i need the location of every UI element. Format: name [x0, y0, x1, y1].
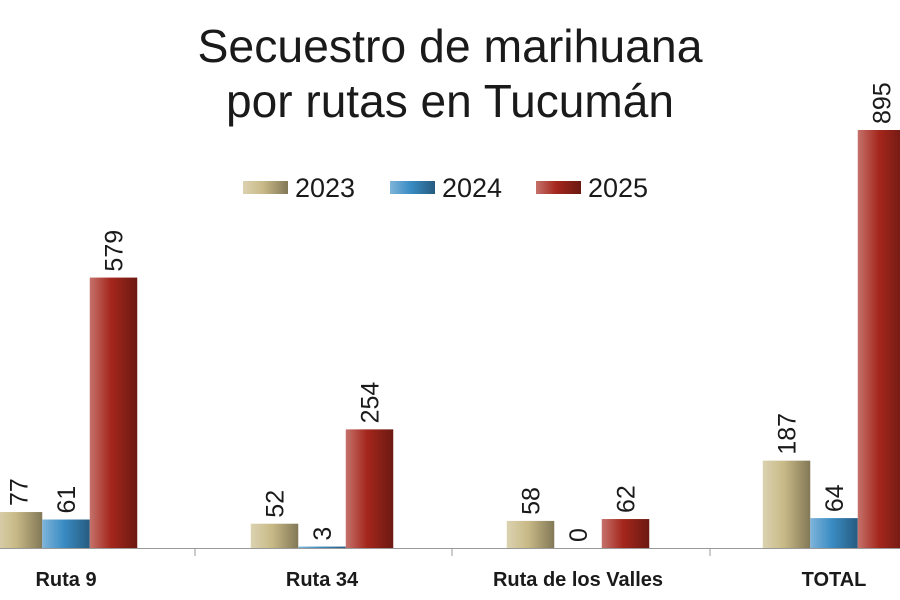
x-tick-label: Ruta 9: [35, 569, 96, 591]
value-label: 52: [262, 490, 290, 518]
value-label: 61: [53, 486, 81, 514]
legend-label: 2025: [588, 173, 648, 203]
x-tick-label: TOTAL: [802, 569, 867, 591]
bar: [762, 460, 811, 548]
legend-swatch: [536, 181, 581, 194]
legend-label: 2024: [442, 173, 502, 203]
x-tick-label: Ruta 34: [286, 569, 359, 591]
bar: [601, 519, 650, 548]
legend-swatch: [390, 181, 435, 194]
bar: [42, 519, 90, 548]
value-label: 187: [774, 413, 802, 455]
chart-title: por rutas en Tucumán: [226, 75, 674, 127]
bar: [810, 518, 858, 548]
bar: [0, 512, 43, 548]
bar: [250, 523, 299, 548]
value-label: 77: [6, 478, 34, 506]
bar: [298, 546, 346, 548]
bar: [345, 429, 394, 548]
legend-swatch: [243, 181, 288, 194]
value-label: 64: [821, 484, 849, 512]
value-label: 895: [869, 82, 897, 124]
x-tick-label: Ruta de los Valles: [493, 569, 663, 591]
chart-title: Secuestro de marihuana: [198, 20, 703, 72]
bar: [506, 520, 555, 548]
bar: [89, 277, 138, 548]
legend-label: 2023: [295, 173, 355, 203]
value-label: 254: [357, 382, 385, 424]
value-label: 62: [613, 485, 641, 513]
value-label: 579: [101, 230, 129, 272]
bar: [857, 130, 900, 548]
value-label: 0: [565, 528, 593, 542]
value-label: 58: [518, 487, 546, 515]
value-label: 3: [309, 527, 337, 541]
